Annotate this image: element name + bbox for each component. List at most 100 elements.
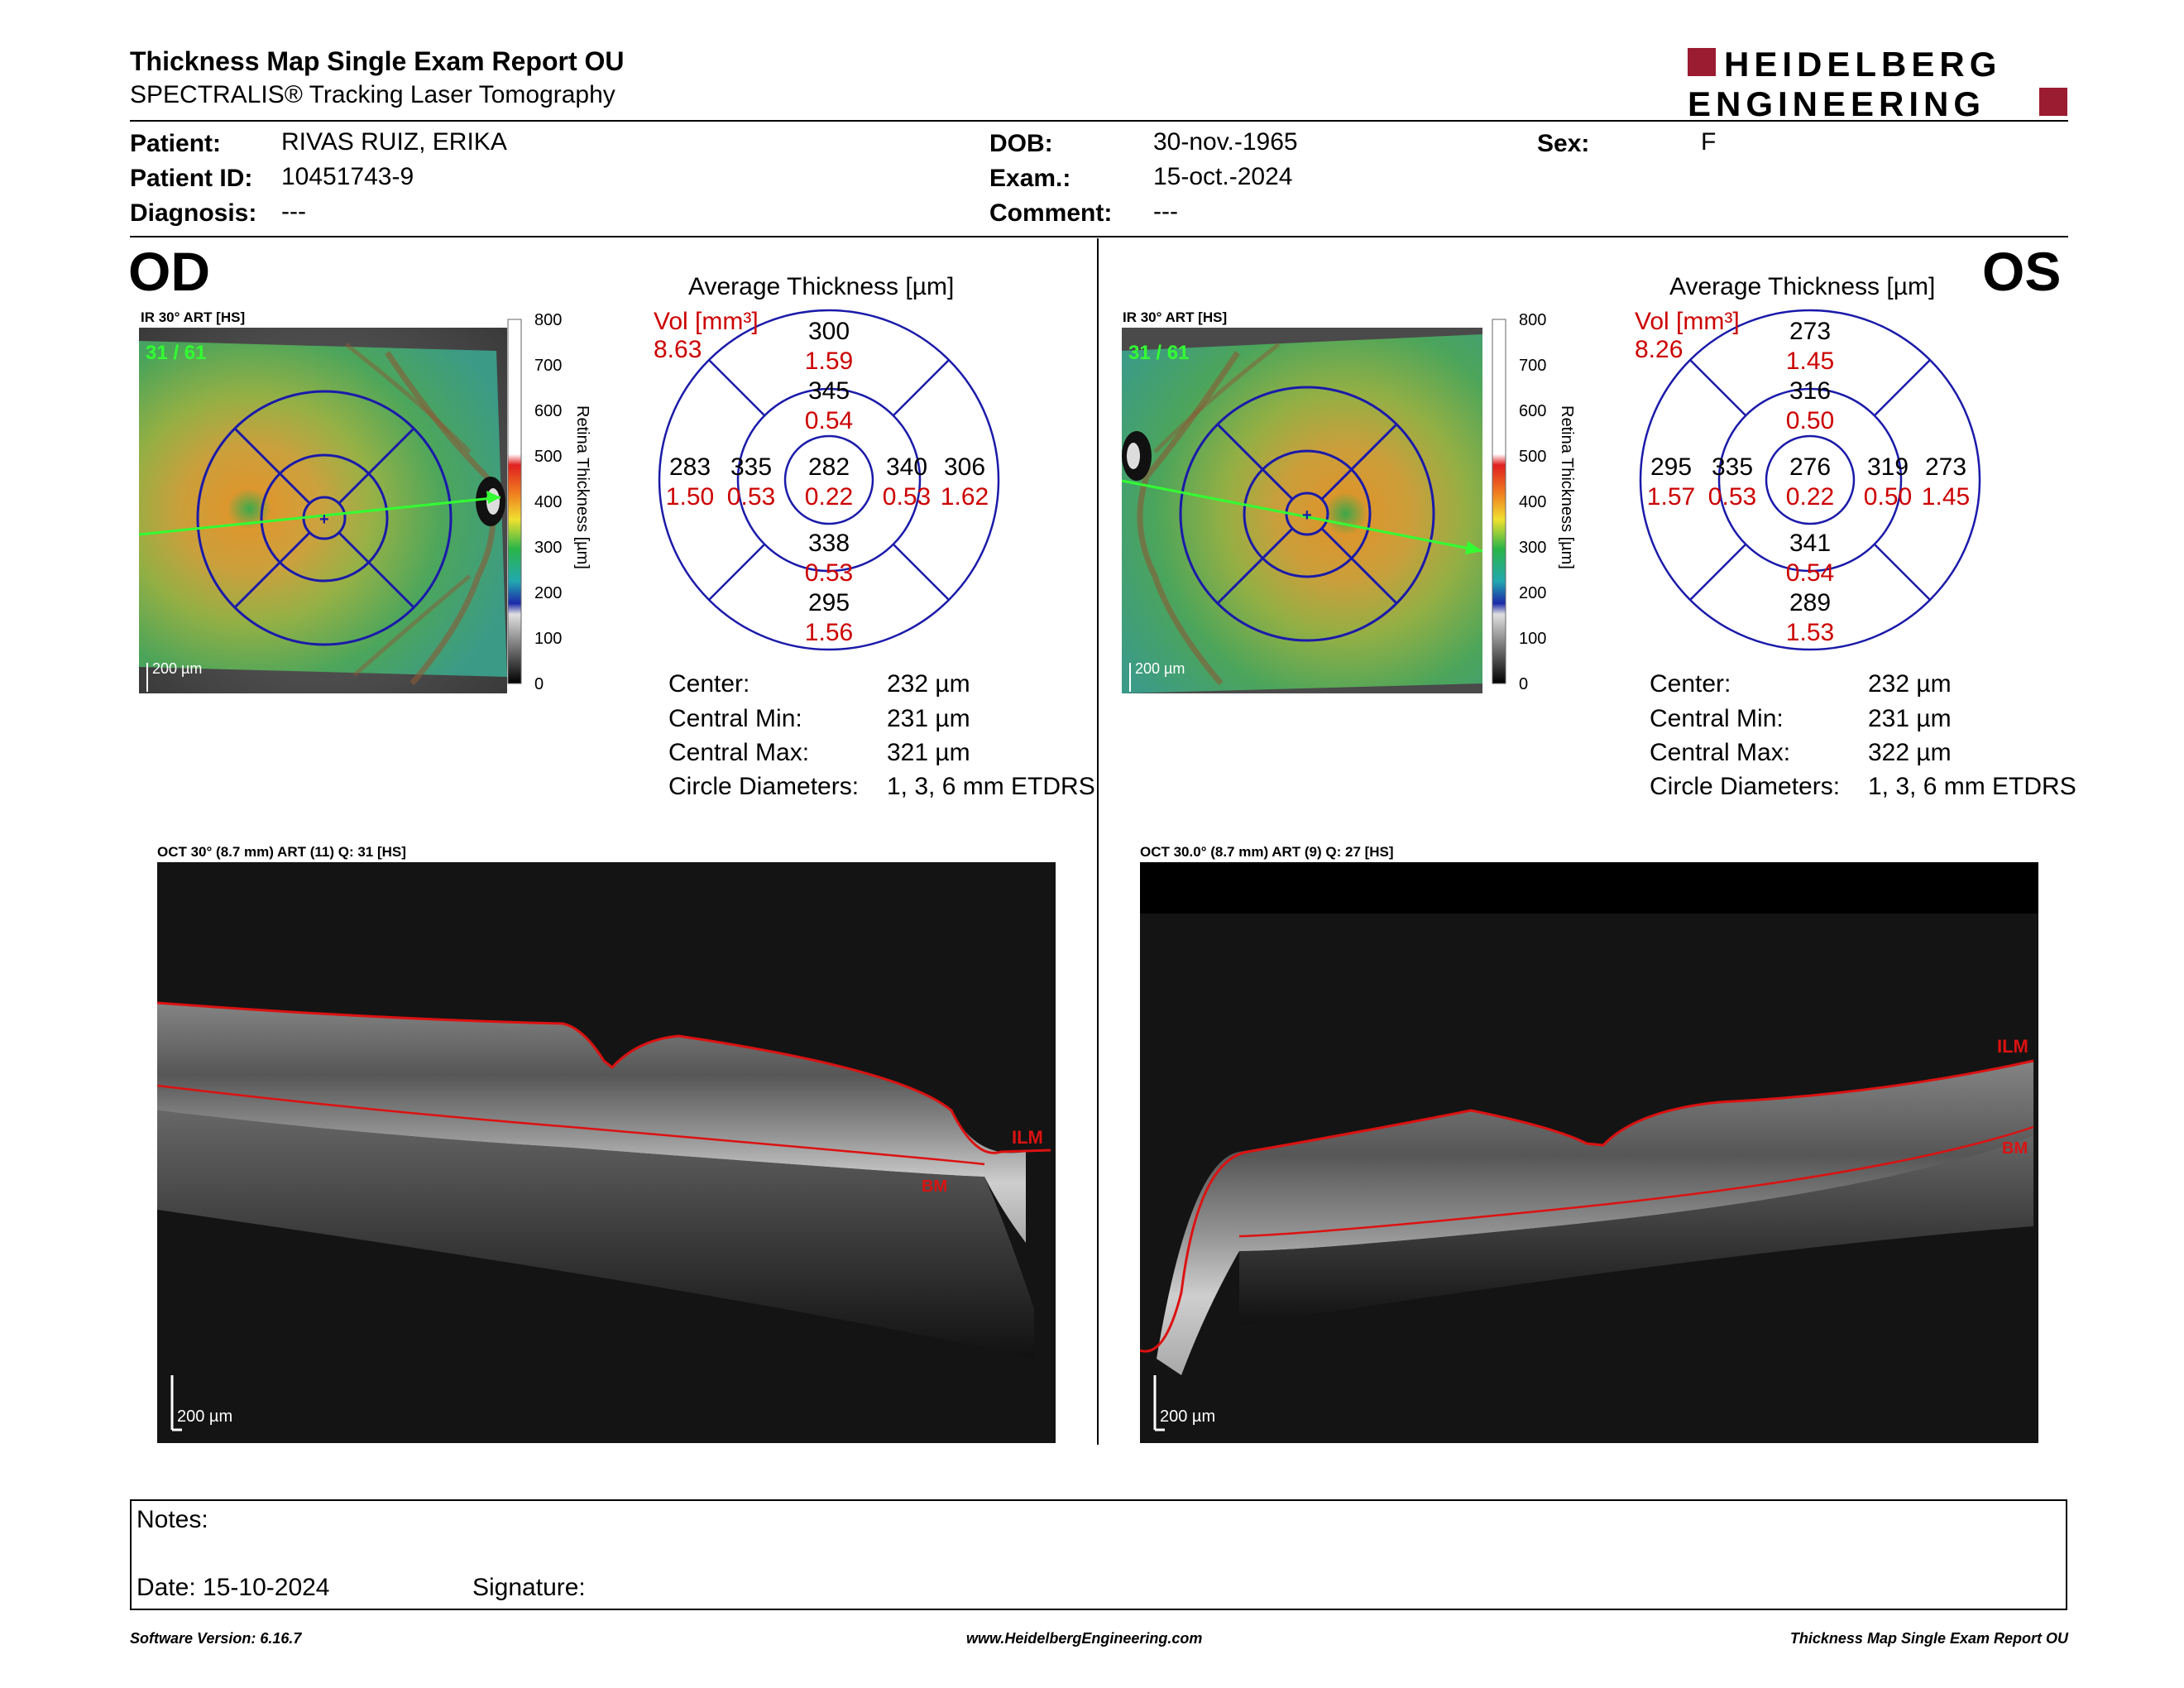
svg-text:300: 300	[534, 539, 562, 557]
os-bm-label: BM	[2002, 1139, 2028, 1158]
od-ilm-label: ILM	[1012, 1127, 1043, 1148]
od-colorbar: 800 700 600 500 400 300 200 100 0 Retina…	[507, 311, 592, 693]
svg-text:1.57: 1.57	[1647, 483, 1695, 511]
svg-text:282: 282	[808, 453, 850, 481]
diagnosis-value: ---	[281, 198, 306, 225]
svg-text:400: 400	[534, 493, 562, 511]
svg-text:600: 600	[534, 402, 562, 420]
svg-text:335: 335	[730, 453, 772, 481]
comment-value: ---	[1153, 198, 1178, 225]
info-divider	[130, 236, 2068, 237]
svg-text:+: +	[1302, 506, 1312, 525]
os-eye-label: OS	[1982, 241, 2062, 302]
website-link[interactable]: www.HeidelbergEngineering.com	[966, 1630, 1203, 1647]
os-min-value: 231 µm	[1868, 705, 1952, 732]
logo-line-1: HEIDELBERG	[1724, 45, 2001, 84]
os-oct-label: OCT 30.0° (8.7 mm) ART (9) Q: 27 [HS]	[1140, 844, 1394, 860]
notes-box[interactable]: Notes: Date: 15-10-2024 Signature:	[130, 1499, 2067, 1610]
svg-text:600: 600	[1519, 402, 1546, 420]
comment-label: Comment:	[989, 199, 1113, 227]
svg-text:300: 300	[808, 318, 850, 345]
od-colorbar-title: Retina Thickness [µm]	[573, 405, 592, 569]
svg-text:0.54: 0.54	[1786, 559, 1834, 587]
os-ir-label: IR 30° ART [HS]	[1123, 309, 1228, 325]
svg-text:345: 345	[808, 377, 850, 405]
od-center-label: Center:	[668, 670, 750, 698]
od-vol-label: Vol [mm³]	[654, 308, 759, 335]
exam-label: Exam.:	[989, 165, 1071, 192]
eye-divider	[1097, 238, 1099, 1445]
svg-text:800: 800	[1519, 311, 1546, 329]
os-thickness-map: + 31 / 61 200 µm	[1122, 328, 1482, 693]
svg-text:0.22: 0.22	[1786, 483, 1834, 511]
svg-text:273: 273	[1925, 453, 1966, 481]
svg-text:0: 0	[534, 675, 544, 693]
svg-text:700: 700	[534, 357, 562, 375]
os-etdrs-grid: 273 1.45 316 0.50 276 0.22 341 0.54 289 …	[1639, 309, 1981, 651]
patient-label: Patient:	[130, 130, 222, 157]
svg-text:0.53: 0.53	[727, 483, 775, 511]
svg-text:341: 341	[1789, 530, 1831, 557]
os-center-value: 232 µm	[1868, 670, 1952, 698]
svg-text:500: 500	[534, 448, 562, 466]
svg-text:295: 295	[808, 589, 850, 616]
svg-text:1.53: 1.53	[1786, 619, 1834, 646]
report-title: Thickness Map Single Exam Report OU	[130, 46, 625, 76]
svg-text:0.53: 0.53	[883, 483, 931, 511]
od-min-value: 231 µm	[887, 705, 970, 732]
dob-label: DOB:	[989, 130, 1053, 157]
os-colorbar-title: Retina Thickness [µm]	[1558, 405, 1576, 569]
svg-text:283: 283	[669, 453, 711, 481]
svg-text:300: 300	[1519, 539, 1546, 557]
od-max-value: 321 µm	[887, 739, 970, 766]
od-etdrs-grid: 300 1.59 345 0.54 282 0.22 338 0.53 295 …	[658, 309, 1000, 651]
sex-value: F	[1701, 128, 1717, 156]
os-vol-value: 8.26	[1635, 336, 1684, 363]
os-colorbar: 800 700 600 500 400 300 200 100 0 Retina…	[1492, 311, 1576, 693]
od-circ-label: Circle Diameters:	[668, 773, 860, 800]
patient-id: 10451743-9	[281, 163, 414, 190]
header-divider	[130, 120, 2068, 122]
svg-text:1.45: 1.45	[1786, 348, 1834, 375]
svg-text:289: 289	[1789, 589, 1831, 616]
os-max-label: Central Max:	[1650, 739, 1791, 766]
os-center-label: Center:	[1650, 670, 1731, 698]
svg-text:335: 335	[1712, 453, 1753, 481]
od-map-scale: 200 µm	[152, 660, 202, 677]
svg-text:340: 340	[886, 453, 927, 481]
os-circ-value: 1, 3, 6 mm ETDRS	[1868, 773, 2076, 800]
od-ir-label: IR 30° ART [HS]	[141, 309, 246, 325]
svg-text:306: 306	[944, 453, 985, 481]
exam-value: 15-oct.-2024	[1153, 163, 1293, 190]
svg-text:1.50: 1.50	[666, 483, 714, 511]
os-oct-scan: ILM BM 200 µm	[1140, 862, 2038, 1443]
svg-text:1.45: 1.45	[1922, 483, 1970, 511]
svg-text:273: 273	[1789, 318, 1831, 345]
svg-text:0: 0	[1519, 675, 1528, 693]
svg-text:276: 276	[1789, 453, 1831, 481]
os-vol-label: Vol [mm³]	[1635, 308, 1740, 335]
od-circ-value: 1, 3, 6 mm ETDRS	[887, 773, 1095, 800]
od-thickness-map: + 31 / 61 200 µm	[139, 328, 507, 693]
report-subtitle: SPECTRALIS® Tracking Laser Tomography	[130, 81, 615, 108]
os-frame-counter: 31 / 61	[1128, 342, 1189, 364]
os-min-label: Central Min:	[1650, 705, 1784, 732]
dob-value: 30-nov.-1965	[1153, 128, 1298, 156]
od-vol-value: 8.63	[654, 336, 702, 363]
od-oct-label: OCT 30° (8.7 mm) ART (11) Q: 31 [HS]	[157, 844, 406, 860]
svg-text:338: 338	[808, 530, 850, 557]
svg-text:+: +	[319, 511, 329, 529]
svg-text:1.59: 1.59	[805, 348, 853, 375]
svg-text:400: 400	[1519, 493, 1546, 511]
sex-label: Sex:	[1537, 130, 1590, 157]
od-avg-title: Average Thickness [µm]	[688, 273, 955, 300]
os-circ-label: Circle Diameters:	[1650, 773, 1841, 800]
od-frame-counter: 31 / 61	[146, 342, 206, 364]
od-oct-scan: ILM BM 200 µm	[157, 862, 1056, 1443]
od-min-label: Central Min:	[668, 705, 802, 732]
od-eye-label: OD	[128, 241, 210, 302]
heidelberg-logo: HEIDELBERG ENGINEERING	[1688, 45, 2067, 121]
patient-id-label: Patient ID:	[130, 165, 253, 192]
od-center-value: 232 µm	[887, 670, 970, 698]
svg-text:1.62: 1.62	[941, 483, 989, 511]
